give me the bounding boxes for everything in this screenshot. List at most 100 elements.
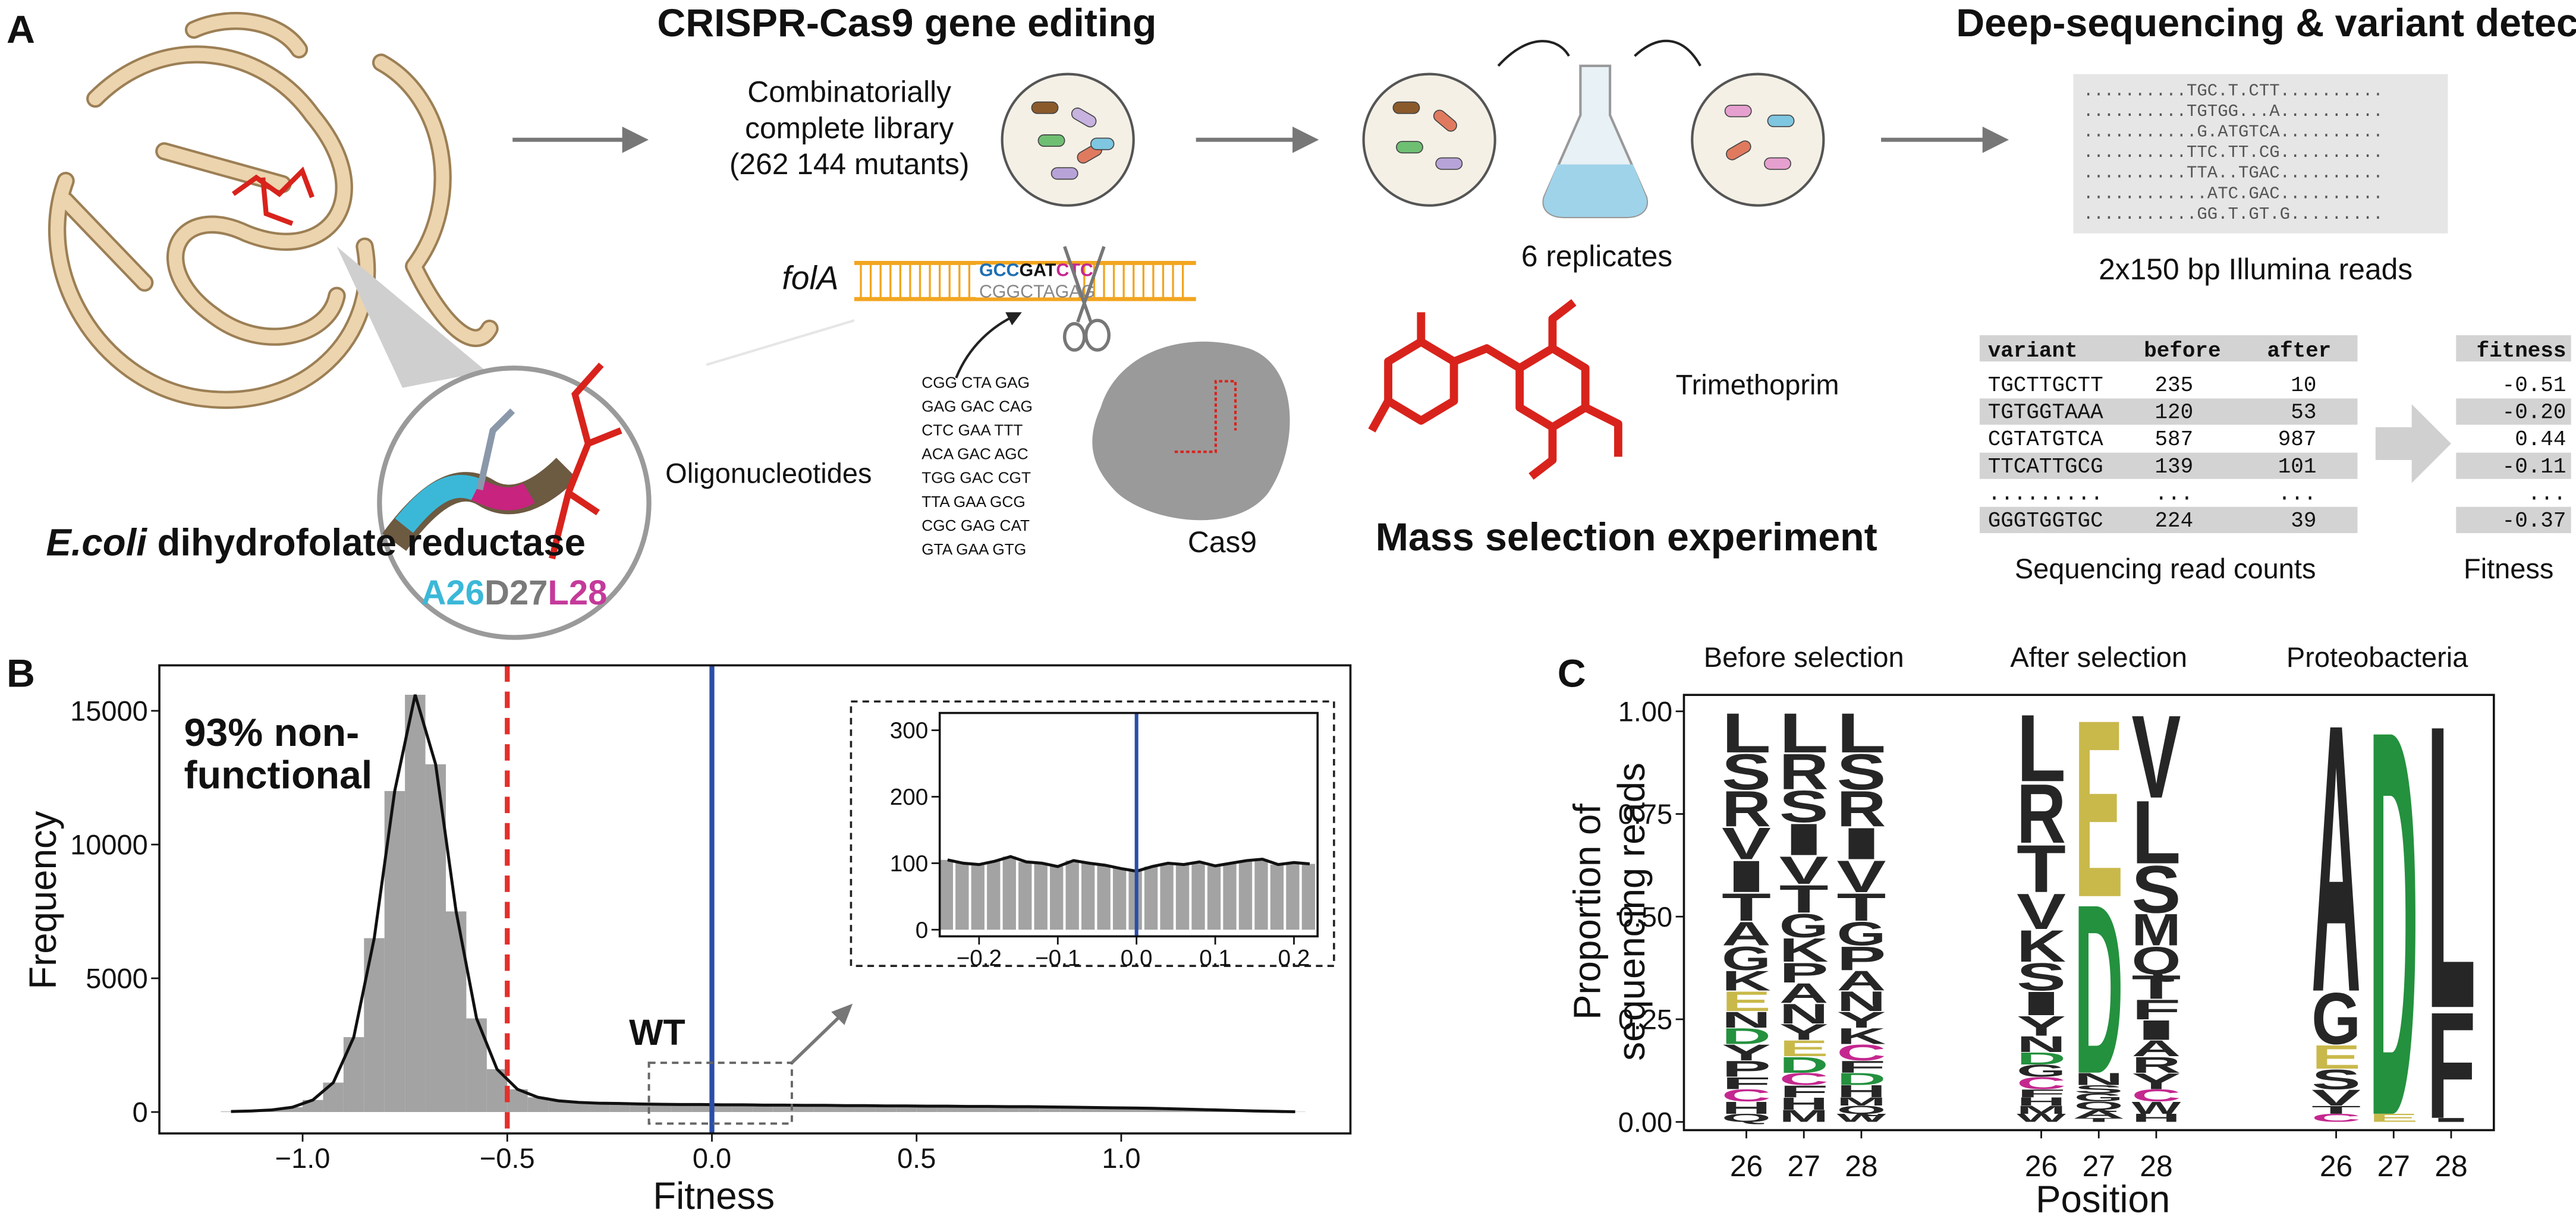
- protein-structure: [471, 479, 535, 511]
- logo-letter: Q: [2074, 1100, 2124, 1112]
- x-tick-label: −0.2: [957, 946, 1002, 971]
- y-axis-label: sequencing reads: [1611, 763, 1653, 1061]
- y-axis-label: Frequency: [22, 811, 64, 989]
- bar: [957, 1106, 978, 1113]
- oligo: TGG GAC CGT: [921, 469, 1031, 487]
- logo-letter: A: [2311, 645, 2361, 1072]
- trimethoprim-structure: [1368, 312, 1522, 433]
- table-header-bg: [1979, 335, 2358, 362]
- scissors: [1062, 322, 1086, 352]
- logo-letter: E: [2311, 1039, 2361, 1076]
- protein-structure: [549, 363, 622, 560]
- logo-letter: H: [1722, 1099, 1771, 1118]
- panel-label: C: [1558, 651, 1586, 695]
- y-tick-label: 10000: [70, 829, 148, 860]
- logo-letter: V: [1722, 818, 1771, 869]
- bar: [1018, 1107, 1040, 1113]
- residue: L28: [548, 574, 607, 612]
- logo-letter: G: [2017, 1061, 2066, 1081]
- bar: [1112, 868, 1127, 930]
- petri-dishes: [1031, 101, 1795, 180]
- arrows: [622, 127, 649, 153]
- logo-letter: H: [1779, 1095, 1829, 1114]
- bar: [916, 1106, 938, 1113]
- bar: [1039, 1107, 1060, 1113]
- bar: [794, 1105, 814, 1113]
- bar: [1286, 862, 1300, 930]
- logo-letter: R: [2132, 1053, 2181, 1078]
- logo-letter: S: [2017, 955, 2066, 999]
- zoom-arrow-head: [831, 1003, 853, 1025]
- petri-dishes: [1362, 73, 1496, 207]
- y-tick-label: 1.00: [1618, 695, 1672, 727]
- trimethoprim-structure: [1368, 299, 1622, 480]
- protein-structure: [476, 408, 515, 490]
- bar: [814, 1105, 835, 1113]
- bar: [753, 1105, 773, 1113]
- table-cell: TTCATTGCG: [1988, 455, 2103, 479]
- bar: [1270, 864, 1284, 930]
- table-cell: TGCTTGCTT: [1988, 373, 2103, 398]
- logo-letter: F: [2017, 1087, 2066, 1100]
- complement-sequence: CGGCTAGAG: [979, 281, 1095, 301]
- bar: [364, 938, 385, 1113]
- bar: [1301, 864, 1316, 930]
- logo-letter: G: [2311, 978, 2361, 1060]
- table-header: fitness: [2477, 339, 2566, 363]
- table-cell: 224: [2154, 509, 2193, 533]
- logo-letter: S: [1722, 744, 1771, 800]
- logo-letter: R: [1836, 780, 1886, 837]
- table-row-bg: [2456, 398, 2571, 425]
- logo-letter: A: [2074, 1108, 2124, 1120]
- logo-letter: C: [2132, 1086, 2181, 1105]
- logo-letter: S: [1836, 744, 1886, 800]
- table-cell: 987: [2278, 427, 2317, 452]
- y-axis-label: Proportion of: [1567, 804, 1609, 1020]
- logo-letter: G: [2074, 1091, 2124, 1104]
- petri-dishes: [1433, 109, 1457, 132]
- logo-letter: N: [1779, 998, 1829, 1030]
- protein-structure: [549, 363, 622, 560]
- reads-label: 2x150 bp Illumina reads: [2099, 253, 2413, 286]
- bar: [1018, 862, 1032, 930]
- bar: [1141, 1108, 1162, 1113]
- bar: [977, 1106, 999, 1113]
- bar: [987, 861, 1001, 930]
- logo-letter: D: [2369, 615, 2418, 1219]
- logo-letter: T: [1779, 877, 1829, 921]
- protein-structure: [231, 166, 314, 226]
- scissors: [1063, 245, 1106, 323]
- petri-dishes: [1634, 39, 1701, 67]
- counts-table: variant before after fitness TGCTTGCTT 235 10 T…: [1979, 335, 2571, 534]
- x-tick-label: −1.0: [275, 1142, 331, 1174]
- logo-title: After selection: [2010, 641, 2187, 673]
- logo-letter: G: [1836, 915, 1886, 953]
- bar: [1002, 856, 1016, 930]
- logo-letter: S: [2074, 1083, 2124, 1095]
- logo-letter: N: [1722, 1007, 1771, 1032]
- protein-structure: [395, 475, 481, 533]
- logo-letter: G: [1722, 940, 1771, 978]
- cas9-icon: [1092, 341, 1290, 521]
- residue-labels: A26D27L28: [422, 574, 608, 612]
- logo-letter: I: [1722, 851, 1771, 902]
- bar: [1034, 863, 1048, 930]
- logo-letter: K: [1836, 1023, 1886, 1048]
- section-title: Mass selection experiment: [1376, 515, 1877, 559]
- logo-letter: T: [1836, 885, 1886, 929]
- logo-letter: S: [2311, 1064, 2361, 1095]
- x-tick-label: 27: [1788, 1149, 1820, 1183]
- logo-letter: F: [2427, 981, 2476, 1151]
- petri-dishes: [1071, 107, 1097, 128]
- bar: [773, 1105, 794, 1113]
- petri-dishes: [1543, 164, 1647, 218]
- x-axis-label: Position: [2036, 1179, 2170, 1219]
- arrows: [512, 127, 2009, 153]
- reads: ..........TGC.T.CTT....................T…: [2083, 81, 2383, 224]
- bar: [609, 1103, 630, 1113]
- bar: [1100, 1107, 1121, 1113]
- logo-letter: L: [2427, 641, 2476, 1093]
- protein-structure: [231, 166, 314, 226]
- bar: [1050, 866, 1064, 930]
- read: ...........G.ATGTCA..........: [2083, 122, 2383, 142]
